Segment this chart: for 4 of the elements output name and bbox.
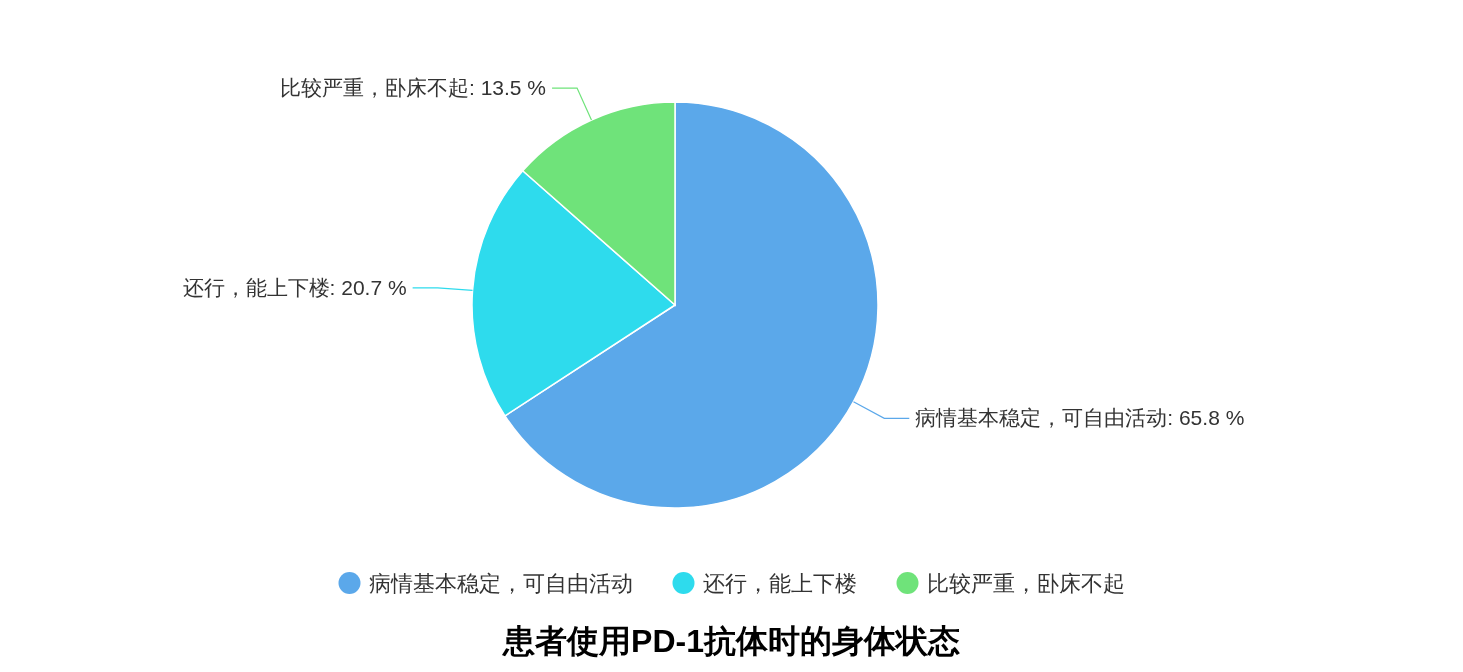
legend-label: 病情基本稳定，可自由活动 [368, 571, 633, 596]
legend-label: 比较严重，卧床不起 [926, 571, 1125, 596]
title: 患者使用PD-1抗体时的身体状态 [503, 623, 960, 659]
legend-label: 还行，能上下楼 [702, 571, 857, 596]
